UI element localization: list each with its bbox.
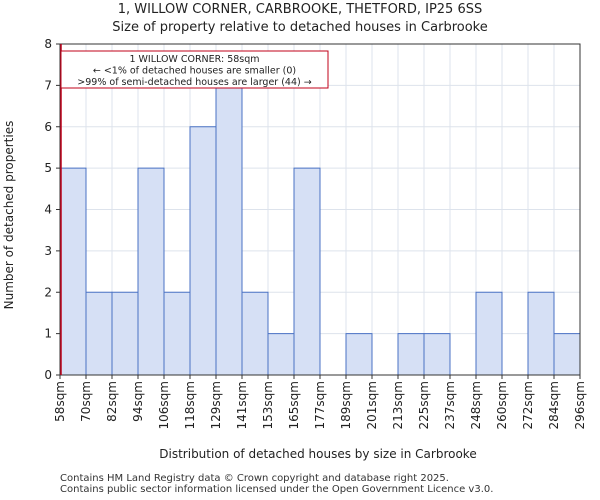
x-tick-label: 213sqm: [391, 381, 405, 429]
x-tick-label: 225sqm: [417, 381, 431, 429]
x-tick-label: 141sqm: [235, 381, 249, 429]
x-tick-label: 177sqm: [313, 381, 327, 429]
x-tick-label: 165sqm: [287, 381, 301, 429]
y-tick-label: 2: [44, 285, 52, 299]
chart-subtitle: Size of property relative to detached ho…: [112, 20, 488, 35]
histogram-bar: [527, 291, 555, 376]
histogram-bar: [475, 291, 503, 376]
x-tick-label: 248sqm: [469, 381, 483, 429]
histogram-bar: [267, 333, 295, 376]
chart-title: 1, WILLOW CORNER, CARBROOKE, THETFORD, I…: [117, 2, 483, 17]
annotation-text: >99% of semi-detached houses are larger …: [77, 77, 311, 88]
footer-licence: Contains public sector information licen…: [60, 484, 494, 495]
x-tick-label: 70sqm: [79, 381, 93, 422]
y-axis-label: Number of detached properties: [2, 121, 16, 310]
x-tick-label: 118sqm: [183, 381, 197, 429]
annotation-box: [60, 50, 329, 89]
x-tick-label: 58sqm: [53, 381, 67, 422]
histogram-bar: [345, 333, 373, 376]
annotation-text: ← <1% of detached houses are smaller (0): [93, 66, 296, 77]
x-tick-label: 94sqm: [131, 381, 145, 422]
x-tick-label: 201sqm: [365, 381, 379, 429]
histogram-bar: [293, 167, 321, 376]
x-tick-label: 189sqm: [339, 381, 353, 429]
y-tick-label: 5: [44, 161, 52, 175]
histogram-bar: [423, 333, 451, 376]
histogram-bar: [189, 126, 217, 376]
histogram-bar: [215, 84, 243, 376]
histogram-bar: [59, 167, 87, 376]
y-tick-label: 1: [44, 327, 52, 341]
y-tick-label: 6: [44, 120, 52, 134]
histogram-bar: [553, 333, 581, 376]
x-axis-label: Distribution of detached houses by size …: [159, 447, 476, 461]
histogram-bar: [397, 333, 425, 376]
histogram-bar: [111, 291, 139, 376]
x-tick-label: 284sqm: [547, 381, 561, 429]
x-tick-label: 272sqm: [521, 381, 535, 429]
y-tick-label: 3: [44, 244, 52, 258]
x-tick-label: 296sqm: [573, 381, 587, 429]
x-tick-label: 106sqm: [157, 381, 171, 429]
x-tick-label: 82sqm: [105, 381, 119, 422]
x-tick-label: 129sqm: [209, 381, 223, 429]
x-tick-label: 153sqm: [261, 381, 275, 429]
y-tick-label: 4: [44, 203, 52, 217]
footer-copyright: Contains HM Land Registry data © Crown c…: [60, 473, 449, 484]
histogram-bar: [241, 291, 269, 376]
histogram-bar: [137, 167, 165, 376]
annotation-text: 1 WILLOW CORNER: 58sqm: [129, 54, 259, 65]
x-tick-label: 237sqm: [443, 381, 457, 429]
y-tick-label: 8: [44, 37, 52, 51]
y-tick-label: 7: [44, 78, 52, 92]
x-tick-label: 260sqm: [495, 381, 509, 429]
histogram-bar: [163, 291, 191, 376]
histogram-bar: [85, 291, 113, 376]
y-tick-label: 0: [44, 368, 52, 382]
